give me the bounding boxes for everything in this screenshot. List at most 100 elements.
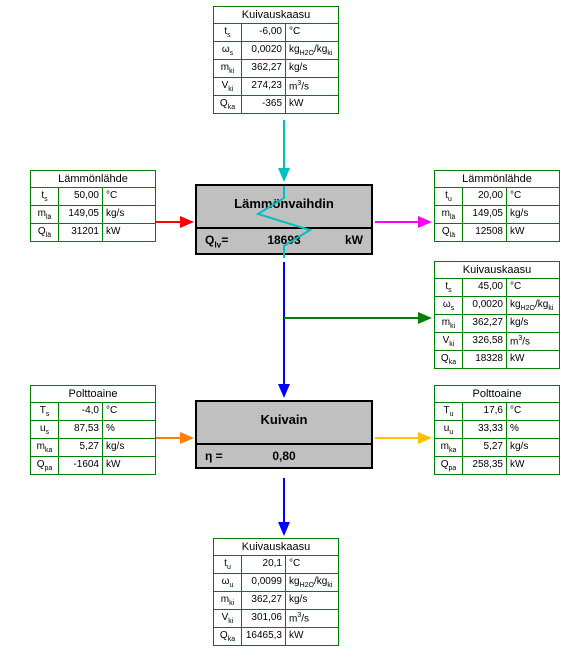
table-title: Polttoaine xyxy=(435,386,559,403)
row-value: -365 xyxy=(242,96,286,113)
row-unit: kW xyxy=(507,457,559,474)
fuel-left-table: PolttoaineTs-4,0°Cus87,53%mka5,27kg/sQpa… xyxy=(30,385,156,475)
row-unit: kW xyxy=(103,224,155,241)
row-value: 5,27 xyxy=(463,439,507,456)
row-unit: kg/s xyxy=(286,592,338,609)
row-unit: kg/s xyxy=(103,206,155,223)
table-row: Qlä12508kW xyxy=(435,223,559,241)
row-value: 274,23 xyxy=(242,78,286,95)
table-row: ts50,00°C xyxy=(31,188,155,205)
row-symbol: us xyxy=(31,421,59,438)
table-title: Kuivauskaasu xyxy=(214,539,338,556)
fuel-right-table: PolttoaineTu17,6°Cuu33,33%mka5,27kg/sQpa… xyxy=(434,385,560,475)
row-symbol: uu xyxy=(435,421,463,438)
table-row: mki362,27kg/s xyxy=(435,314,559,332)
dryer-label: η = xyxy=(205,449,245,463)
row-symbol: ts xyxy=(214,24,242,41)
row-unit: kgH2O/kgki xyxy=(286,42,338,59)
hx-title: Lämmönvaihdin xyxy=(197,186,371,227)
row-value: -6,00 xyxy=(242,24,286,41)
row-symbol: Qpa xyxy=(31,457,59,474)
row-symbol: mlä xyxy=(435,206,463,223)
table-row: mki362,27kg/s xyxy=(214,591,338,609)
row-value: 149,05 xyxy=(463,206,507,223)
row-unit: °C xyxy=(286,24,338,41)
row-value: 0,0020 xyxy=(463,297,507,314)
row-symbol: mki xyxy=(214,592,242,609)
row-unit: m3/s xyxy=(286,78,338,95)
row-value: 20,00 xyxy=(463,188,507,205)
hx-value: 18693 xyxy=(245,233,323,249)
row-value: 17,6 xyxy=(463,403,507,420)
row-value: -1604 xyxy=(59,457,103,474)
row-value: 362,27 xyxy=(242,60,286,77)
table-row: ωs0,0020kgH2O/kgki xyxy=(435,296,559,314)
row-symbol: Vki xyxy=(214,78,242,95)
row-symbol: mki xyxy=(214,60,242,77)
row-value: 31201 xyxy=(59,224,103,241)
row-symbol: Qka xyxy=(214,96,242,113)
row-symbol: Vki xyxy=(435,333,463,350)
row-symbol: tu xyxy=(214,556,242,573)
row-unit: m3/s xyxy=(507,333,559,350)
row-unit: kg/s xyxy=(103,439,155,456)
row-symbol: Qka xyxy=(214,628,242,645)
row-unit: % xyxy=(103,421,155,438)
row-value: 362,27 xyxy=(242,592,286,609)
row-value: 0,0099 xyxy=(242,574,286,591)
table-title: Kuivauskaasu xyxy=(214,7,338,24)
table-row: Vki301,06m3/s xyxy=(214,609,338,627)
row-value: 16465,3 xyxy=(242,628,286,645)
row-unit: kg/s xyxy=(507,206,559,223)
row-value: 149,05 xyxy=(59,206,103,223)
row-value: 301,06 xyxy=(242,610,286,627)
row-unit: kW xyxy=(286,628,338,645)
row-value: 0,0020 xyxy=(242,42,286,59)
table-row: tu20,1°C xyxy=(214,556,338,573)
table-row: mka5,27kg/s xyxy=(31,438,155,456)
row-value: 258,35 xyxy=(463,457,507,474)
row-value: 362,27 xyxy=(463,315,507,332)
table-row: Vki326,58m3/s xyxy=(435,332,559,350)
row-unit: °C xyxy=(103,188,155,205)
row-unit: °C xyxy=(286,556,338,573)
table-row: ωu0,0099kgH2O/kgki xyxy=(214,573,338,591)
table-title: Lämmönlähde xyxy=(31,171,155,188)
gas-mid-table: Kuivauskaasuts45,00°Cωs0,0020kgH2O/kgkim… xyxy=(434,261,560,369)
row-symbol: mki xyxy=(435,315,463,332)
table-row: ts45,00°C xyxy=(435,279,559,296)
heat-right-table: Lämmönlähdetu20,00°Cmlä149,05kg/sQlä1250… xyxy=(434,170,560,242)
row-unit: °C xyxy=(507,188,559,205)
row-symbol: Tu xyxy=(435,403,463,420)
table-row: mki362,27kg/s xyxy=(214,59,338,77)
row-value: 45,00 xyxy=(463,279,507,296)
hx-label: Qlv= xyxy=(205,233,245,249)
row-unit: kW xyxy=(507,351,559,368)
dryer-value: 0,80 xyxy=(245,449,323,463)
table-row: Qka-365kW xyxy=(214,95,338,113)
row-symbol: ts xyxy=(435,279,463,296)
table-row: Qlä31201kW xyxy=(31,223,155,241)
table-row: Qpa258,35kW xyxy=(435,456,559,474)
row-symbol: mlä xyxy=(31,206,59,223)
row-symbol: Qka xyxy=(435,351,463,368)
table-row: us87,53% xyxy=(31,420,155,438)
dryer-unit xyxy=(323,449,363,463)
row-symbol: Qpa xyxy=(435,457,463,474)
row-symbol: Vki xyxy=(214,610,242,627)
row-unit: kg/s xyxy=(507,315,559,332)
row-symbol: ts xyxy=(31,188,59,205)
table-title: Lämmönlähde xyxy=(435,171,559,188)
row-unit: °C xyxy=(103,403,155,420)
gas-bot-table: Kuivauskaasutu20,1°Cωu0,0099kgH2O/kgkimk… xyxy=(213,538,339,646)
row-value: 87,53 xyxy=(59,421,103,438)
row-value: 20,1 xyxy=(242,556,286,573)
row-unit: % xyxy=(507,421,559,438)
row-symbol: Ts xyxy=(31,403,59,420)
table-title: Kuivauskaasu xyxy=(435,262,559,279)
row-unit: kW xyxy=(103,457,155,474)
row-unit: °C xyxy=(507,279,559,296)
row-symbol: Qlä xyxy=(435,224,463,241)
row-symbol: Qlä xyxy=(31,224,59,241)
table-row: ωs0,0020kgH2O/kgki xyxy=(214,41,338,59)
